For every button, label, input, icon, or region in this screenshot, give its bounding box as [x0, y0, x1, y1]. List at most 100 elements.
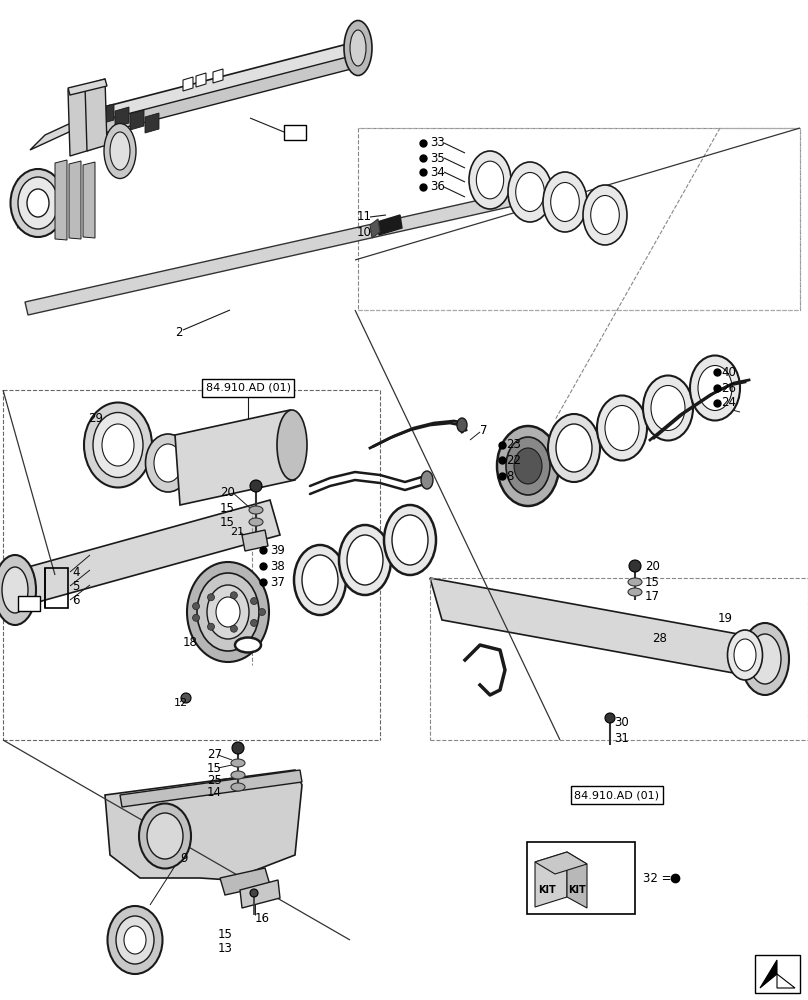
- Ellipse shape: [344, 20, 372, 76]
- Ellipse shape: [514, 448, 542, 484]
- Ellipse shape: [294, 545, 346, 615]
- Ellipse shape: [392, 515, 428, 565]
- Circle shape: [250, 889, 258, 897]
- Circle shape: [250, 598, 258, 605]
- Text: 4: 4: [72, 566, 79, 578]
- Ellipse shape: [698, 365, 732, 410]
- Text: 84.910.AD (01): 84.910.AD (01): [574, 790, 659, 800]
- Text: 30: 30: [614, 716, 629, 730]
- Ellipse shape: [506, 437, 550, 495]
- Polygon shape: [220, 868, 270, 895]
- Circle shape: [605, 713, 615, 723]
- Ellipse shape: [235, 638, 261, 652]
- Polygon shape: [242, 530, 268, 551]
- Ellipse shape: [104, 123, 136, 178]
- Text: 15: 15: [220, 516, 235, 528]
- Text: 21: 21: [230, 527, 244, 537]
- Text: 15: 15: [207, 762, 222, 774]
- Text: 38: 38: [270, 560, 284, 572]
- Ellipse shape: [231, 771, 245, 779]
- Polygon shape: [175, 410, 295, 505]
- Polygon shape: [196, 73, 206, 87]
- Ellipse shape: [187, 562, 269, 662]
- Ellipse shape: [27, 189, 49, 217]
- Text: 7: 7: [480, 424, 487, 436]
- Text: KIT: KIT: [568, 885, 586, 895]
- Text: 29: 29: [88, 412, 103, 424]
- Ellipse shape: [551, 182, 579, 222]
- Polygon shape: [377, 215, 402, 235]
- Ellipse shape: [548, 414, 600, 482]
- Polygon shape: [535, 852, 587, 874]
- Ellipse shape: [690, 356, 740, 420]
- Polygon shape: [83, 162, 95, 238]
- Circle shape: [629, 560, 641, 572]
- Text: 6: 6: [72, 593, 79, 606]
- Ellipse shape: [2, 567, 28, 613]
- Circle shape: [208, 594, 214, 601]
- Ellipse shape: [249, 506, 263, 514]
- Ellipse shape: [457, 418, 467, 432]
- Ellipse shape: [583, 185, 627, 245]
- Circle shape: [250, 480, 262, 492]
- Ellipse shape: [277, 410, 307, 480]
- Polygon shape: [55, 160, 67, 240]
- Ellipse shape: [93, 412, 143, 478]
- Polygon shape: [25, 183, 558, 315]
- Ellipse shape: [597, 395, 647, 460]
- Text: 13: 13: [218, 942, 233, 954]
- Ellipse shape: [197, 573, 259, 651]
- Polygon shape: [240, 880, 280, 908]
- Polygon shape: [115, 107, 129, 127]
- Text: 27: 27: [207, 748, 222, 762]
- Ellipse shape: [102, 424, 134, 466]
- Ellipse shape: [145, 434, 191, 492]
- Ellipse shape: [605, 406, 639, 450]
- Circle shape: [192, 614, 200, 621]
- Text: KIT: KIT: [538, 885, 556, 895]
- Ellipse shape: [84, 402, 152, 488]
- Text: 34: 34: [430, 165, 445, 178]
- Text: 22: 22: [506, 454, 521, 466]
- Text: 24: 24: [721, 396, 736, 410]
- Circle shape: [181, 693, 191, 703]
- Ellipse shape: [350, 30, 366, 66]
- Ellipse shape: [516, 172, 545, 212]
- Polygon shape: [567, 852, 587, 908]
- Text: 36: 36: [430, 180, 445, 194]
- Text: 8: 8: [506, 470, 513, 483]
- Ellipse shape: [421, 471, 433, 489]
- Ellipse shape: [384, 505, 436, 575]
- Text: 17: 17: [645, 590, 660, 603]
- Ellipse shape: [469, 151, 511, 209]
- Text: 10: 10: [357, 226, 372, 238]
- Text: 9: 9: [180, 852, 187, 864]
- Text: 3: 3: [25, 597, 32, 610]
- Ellipse shape: [107, 906, 162, 974]
- Ellipse shape: [497, 426, 559, 506]
- Ellipse shape: [147, 813, 183, 859]
- Polygon shape: [370, 219, 380, 238]
- Ellipse shape: [110, 132, 130, 170]
- Polygon shape: [760, 960, 777, 988]
- Text: 31: 31: [614, 732, 629, 744]
- Text: 15: 15: [645, 576, 660, 588]
- Polygon shape: [30, 105, 110, 150]
- Ellipse shape: [543, 172, 587, 232]
- Text: 15: 15: [220, 502, 235, 514]
- Polygon shape: [68, 79, 107, 95]
- Ellipse shape: [116, 916, 154, 964]
- Polygon shape: [777, 974, 795, 988]
- Polygon shape: [145, 113, 159, 133]
- Text: 20: 20: [220, 486, 235, 498]
- Text: 20: 20: [645, 560, 660, 574]
- Text: 33: 33: [430, 136, 444, 149]
- Circle shape: [259, 608, 266, 615]
- Polygon shape: [430, 578, 772, 680]
- Ellipse shape: [347, 535, 383, 585]
- Polygon shape: [100, 104, 114, 124]
- Bar: [358, 128, 800, 310]
- Text: 84.910.AD (01): 84.910.AD (01): [205, 383, 291, 393]
- Bar: [18, 596, 40, 611]
- Text: 5: 5: [72, 580, 79, 592]
